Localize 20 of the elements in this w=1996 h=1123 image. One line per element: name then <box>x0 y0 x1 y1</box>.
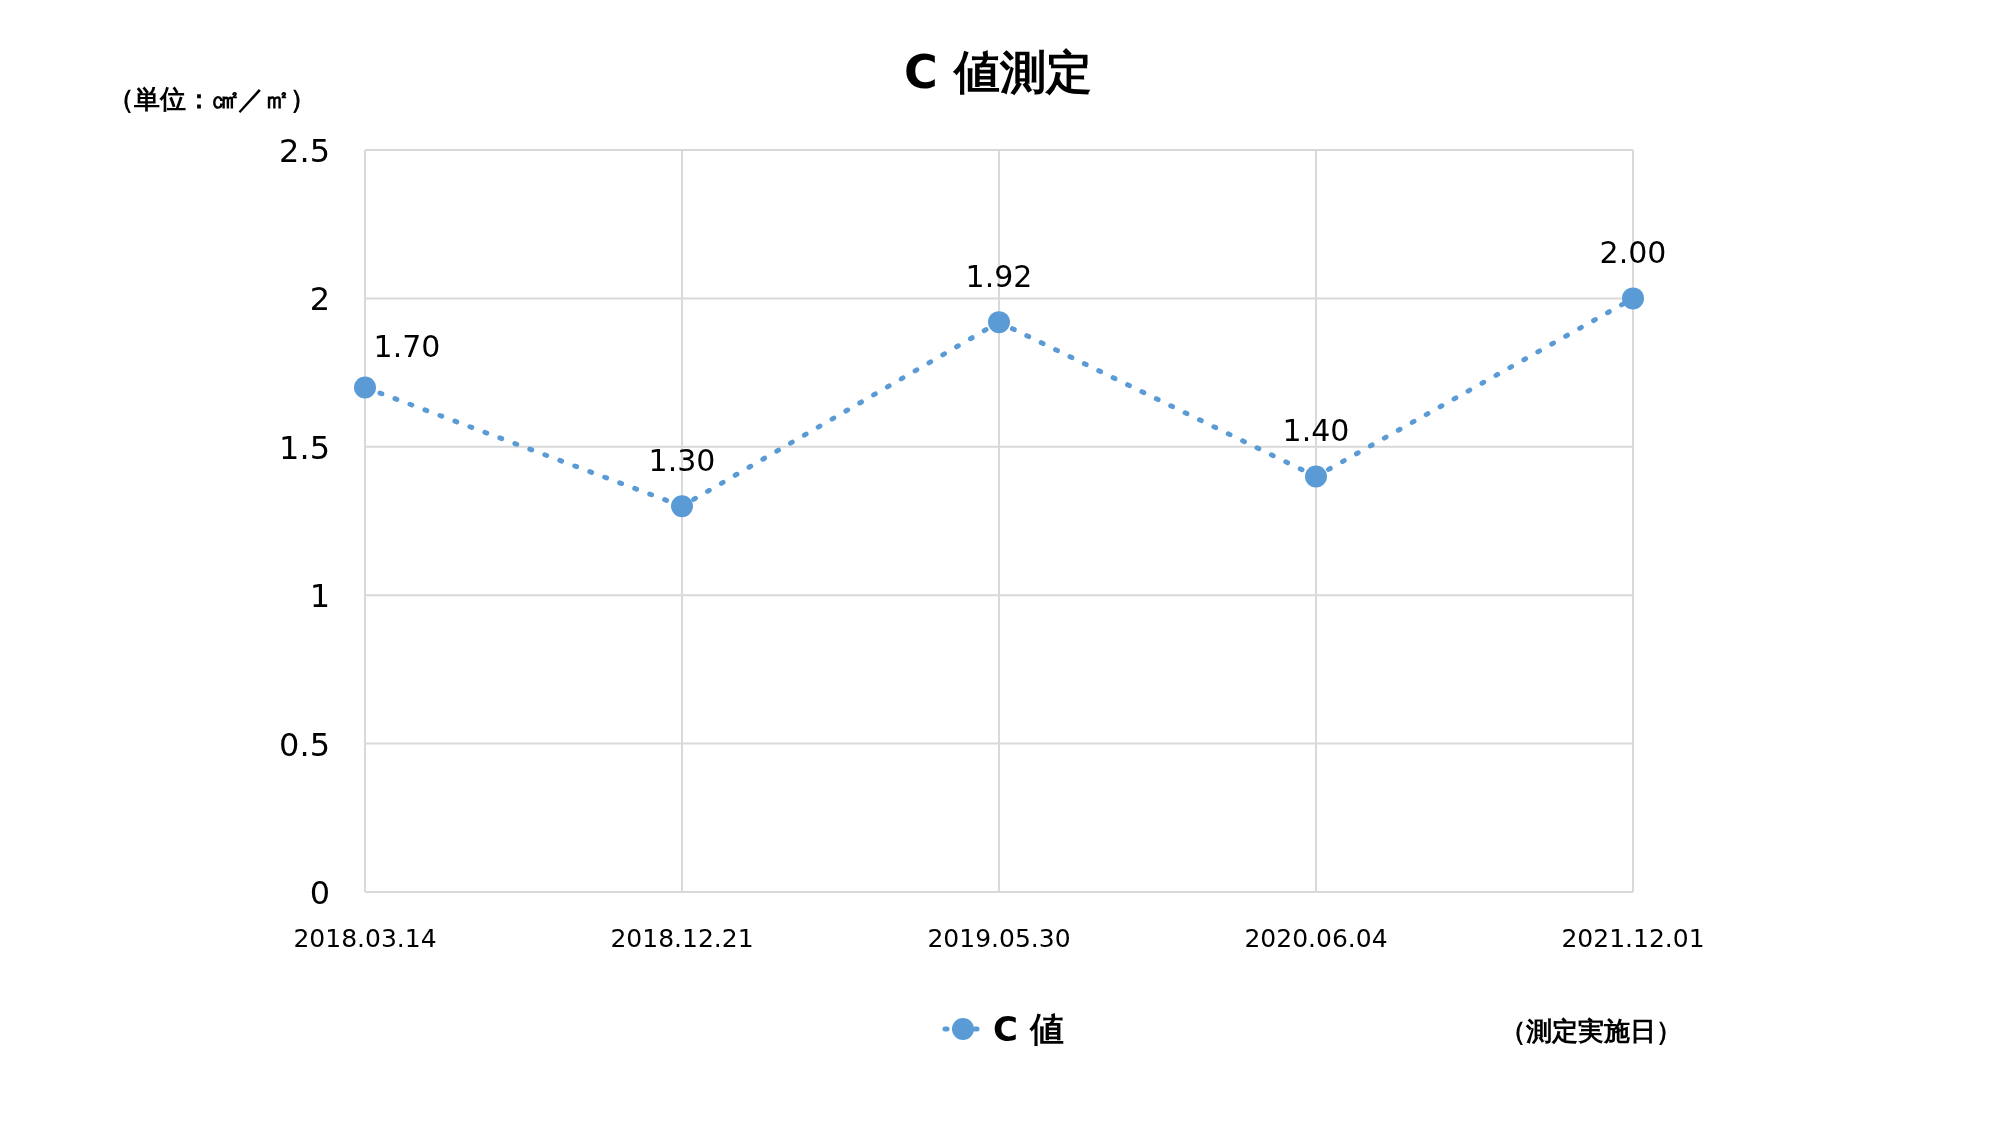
xtick: 2020.06.04 <box>1244 924 1388 953</box>
data-label: 1.92 <box>965 259 1033 295</box>
ylabel: （単位：㎠／㎡） <box>108 84 316 114</box>
ytick: 2.5 <box>279 132 330 170</box>
data-label: 1.30 <box>648 443 716 479</box>
xtick: 2018.03.14 <box>293 924 437 953</box>
xtick: 2018.12.21 <box>610 924 754 953</box>
ytick: 2 <box>309 280 330 319</box>
data-label: 1.70 <box>373 329 441 365</box>
ytick: 0 <box>309 874 330 912</box>
data-label: 1.40 <box>1282 413 1350 449</box>
legend-label: C 値 <box>993 1009 1064 1049</box>
xlabel: （測定実施日） <box>1500 1016 1682 1046</box>
ytick: 1 <box>309 577 330 616</box>
ytick: 0.5 <box>279 725 330 764</box>
ytick: 1.5 <box>279 428 330 467</box>
title: C 値測定 <box>904 45 1092 99</box>
xtick: 2019.05.30 <box>927 924 1071 953</box>
data-label: 2.00 <box>1599 235 1667 271</box>
xtick: 2021.12.01 <box>1561 924 1705 953</box>
